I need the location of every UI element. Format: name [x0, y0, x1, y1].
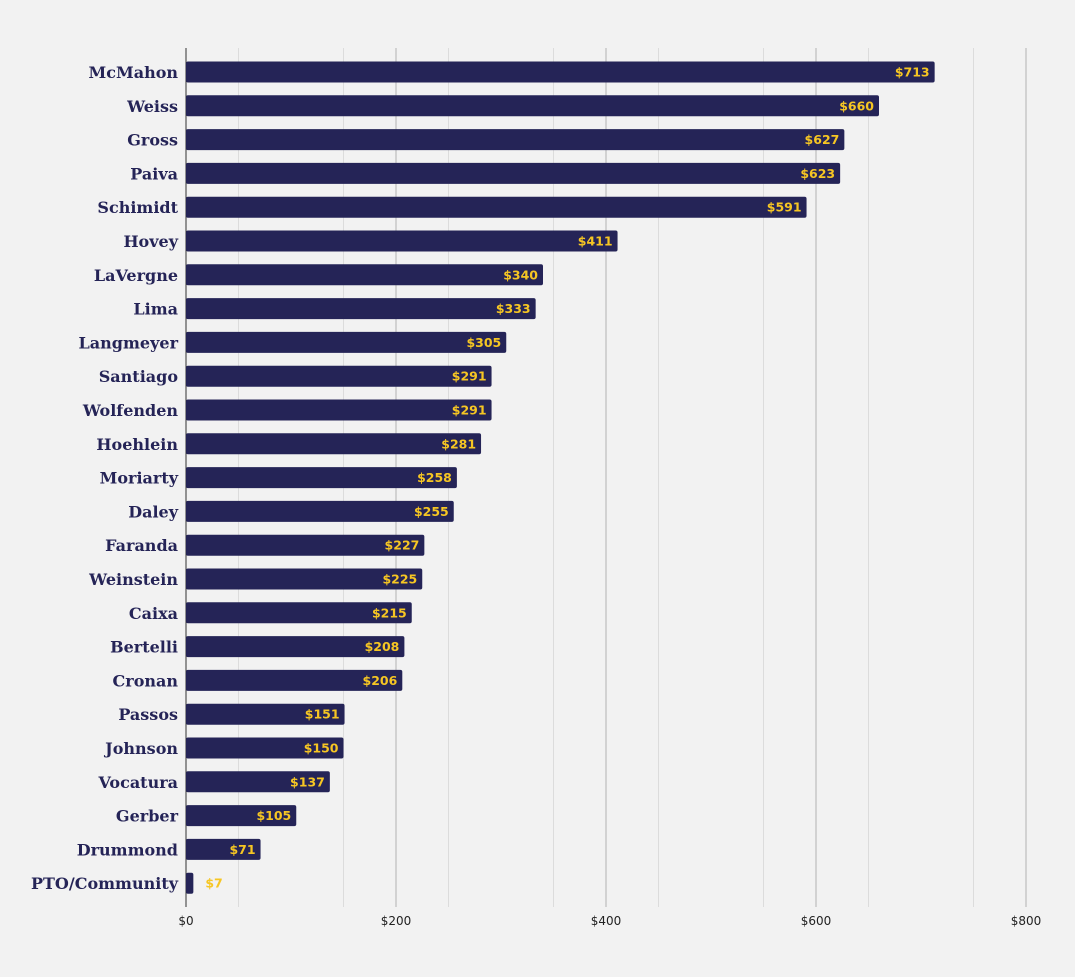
data-label: $215: [372, 605, 407, 620]
bar: [186, 298, 536, 320]
category-label: LaVergne: [94, 266, 178, 285]
category-label: Drummond: [77, 840, 178, 859]
bar: [186, 534, 425, 556]
bar: [186, 264, 543, 286]
data-label: $623: [800, 166, 835, 181]
category-label: Gerber: [116, 807, 179, 826]
category-label: Moriarty: [100, 469, 179, 488]
data-label: $7: [205, 876, 222, 891]
data-label: $227: [385, 538, 420, 553]
data-label: $281: [441, 436, 476, 451]
category-label: Johnson: [103, 739, 178, 758]
bar: [186, 805, 297, 827]
bar: [186, 331, 507, 353]
bar: [186, 196, 807, 218]
data-label: $340: [503, 267, 538, 282]
category-label: Paiva: [130, 164, 178, 183]
bar: [186, 636, 405, 658]
category-label: Vocatura: [97, 773, 178, 792]
category-label: Bertelli: [110, 638, 178, 657]
data-label: $660: [839, 98, 874, 113]
category-label: Cronan: [113, 671, 179, 690]
data-label: $291: [452, 369, 487, 384]
data-label: $305: [466, 335, 501, 350]
bar: [186, 500, 454, 522]
data-label: $591: [767, 200, 802, 215]
category-label: Weinstein: [88, 570, 178, 589]
bar: [186, 230, 618, 252]
category-label: Faranda: [105, 536, 178, 555]
bar: [186, 95, 879, 117]
bar: [186, 872, 194, 894]
bar: [186, 703, 345, 725]
bar: [186, 771, 330, 793]
data-label: $333: [496, 301, 531, 316]
data-label: $208: [365, 639, 400, 654]
data-label: $291: [452, 403, 487, 418]
category-label: Gross: [127, 131, 178, 150]
data-label: $225: [382, 572, 417, 587]
data-label: $258: [417, 470, 452, 485]
x-tick-label: $800: [1011, 914, 1042, 928]
bar: [186, 568, 423, 590]
x-tick-label: $400: [591, 914, 622, 928]
data-label: $150: [304, 741, 339, 756]
bar: [186, 365, 492, 387]
data-label: $627: [805, 132, 840, 147]
bar: [186, 433, 482, 455]
data-label: $71: [229, 842, 255, 857]
bar: [186, 669, 403, 691]
data-label: $411: [578, 234, 613, 249]
category-label: Langmeyer: [79, 333, 179, 352]
data-label: $713: [895, 65, 930, 80]
data-label: $137: [290, 774, 325, 789]
category-label: Daley: [128, 502, 179, 521]
data-label: $206: [363, 673, 398, 688]
category-label: Caixa: [129, 604, 178, 623]
bar: [186, 129, 845, 151]
category-label: McMahon: [89, 63, 179, 82]
data-label: $255: [414, 504, 449, 519]
x-tick-label: $600: [801, 914, 832, 928]
category-label: Weiss: [126, 97, 178, 116]
bar: [186, 602, 412, 624]
category-label: Passos: [118, 705, 178, 724]
category-label: Lima: [133, 300, 178, 319]
category-label: Hoehlein: [96, 435, 178, 454]
bar: [186, 399, 492, 421]
data-label: $151: [305, 707, 340, 722]
bar: [186, 162, 841, 184]
category-label: Wolfenden: [82, 401, 178, 420]
data-label: $105: [256, 808, 291, 823]
x-tick-label: $200: [381, 914, 412, 928]
category-label: Santiago: [99, 367, 179, 386]
x-tick-label: $0: [178, 914, 193, 928]
bar: [186, 61, 935, 83]
bar: [186, 838, 261, 860]
category-label: Schimidt: [97, 198, 178, 217]
bar: [186, 467, 457, 489]
category-label: PTO/Community: [31, 874, 179, 893]
category-label: Hovey: [123, 232, 178, 251]
bar: [186, 737, 344, 759]
